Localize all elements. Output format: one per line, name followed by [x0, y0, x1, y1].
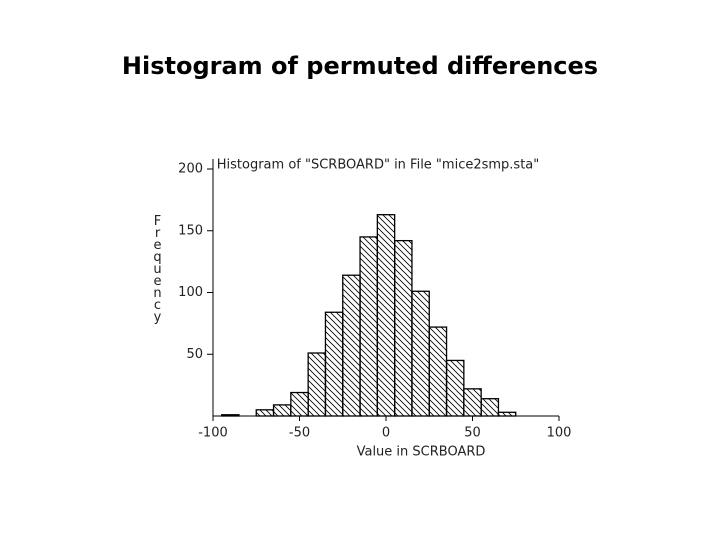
bar [480, 398, 500, 417]
x-tick-label: -100 [198, 426, 228, 441]
slide-title: Histogram of permuted differences [121, 52, 599, 80]
y-tick-label: 100 [178, 285, 203, 300]
bar [463, 388, 482, 417]
bar [220, 414, 240, 417]
x-tick-label: -50 [289, 426, 310, 441]
bar [393, 239, 413, 417]
y-tick-label: 150 [178, 223, 203, 238]
bar [411, 290, 430, 417]
x-tick-label: 0 [382, 426, 390, 441]
bar [497, 411, 517, 417]
y-axis-label: Frequency [150, 214, 165, 322]
bar [290, 391, 309, 417]
x-tick-label: 50 [464, 426, 481, 441]
bar [324, 311, 344, 417]
bar [342, 274, 361, 417]
bar [428, 326, 448, 417]
bar [445, 359, 465, 417]
y-tick-label: 200 [178, 162, 203, 177]
bar [359, 236, 378, 417]
bar [376, 214, 396, 417]
bar [272, 404, 292, 417]
chart-title: Histogram of "SCRBOARD" in File "mice2sm… [217, 158, 540, 173]
y-tick-label: 50 [186, 347, 203, 362]
bar [255, 409, 275, 417]
x-tick-label: 100 [547, 426, 572, 441]
x-axis-label: Value in SCRBOARD [357, 445, 486, 460]
bar [307, 352, 327, 417]
